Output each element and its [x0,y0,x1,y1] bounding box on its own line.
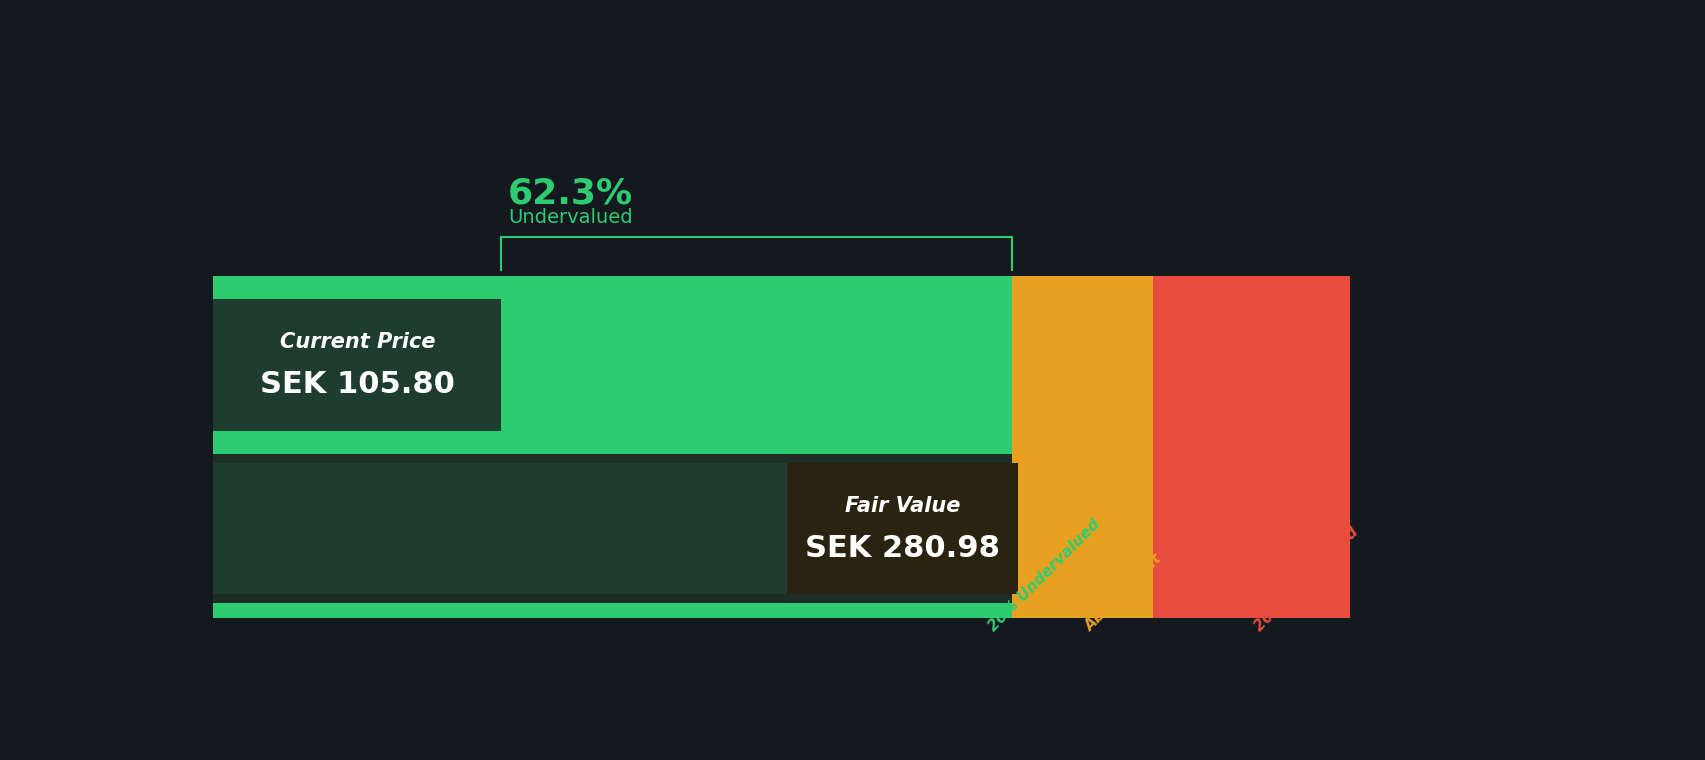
Text: 20% Overvalued: 20% Overvalued [1251,524,1361,635]
Text: Current Price: Current Price [280,332,435,353]
Bar [1011,454,1153,603]
Text: Undervalued: Undervalued [508,207,633,226]
Bar [1153,276,1350,290]
Bar [213,603,1011,618]
Bar [213,439,1011,454]
Bar [1011,439,1153,454]
Bar [213,276,1011,290]
Text: 20% Undervalued: 20% Undervalued [985,517,1103,635]
Bar [213,299,501,431]
Bar [1011,603,1153,618]
Bar [1153,454,1350,603]
Bar [213,454,1011,603]
Bar [1153,603,1350,618]
Text: SEK 280.98: SEK 280.98 [805,534,999,563]
Bar [213,290,1011,439]
Bar [1153,439,1350,454]
Bar [1153,290,1350,439]
Text: Fair Value: Fair Value [844,496,960,516]
Text: About Right: About Right [1083,551,1165,635]
Bar [1011,290,1153,439]
Bar [1011,276,1153,290]
Text: 62.3%: 62.3% [508,176,633,211]
Text: SEK 105.80: SEK 105.80 [259,370,455,399]
Bar [786,463,1018,594]
Bar [213,463,1018,594]
